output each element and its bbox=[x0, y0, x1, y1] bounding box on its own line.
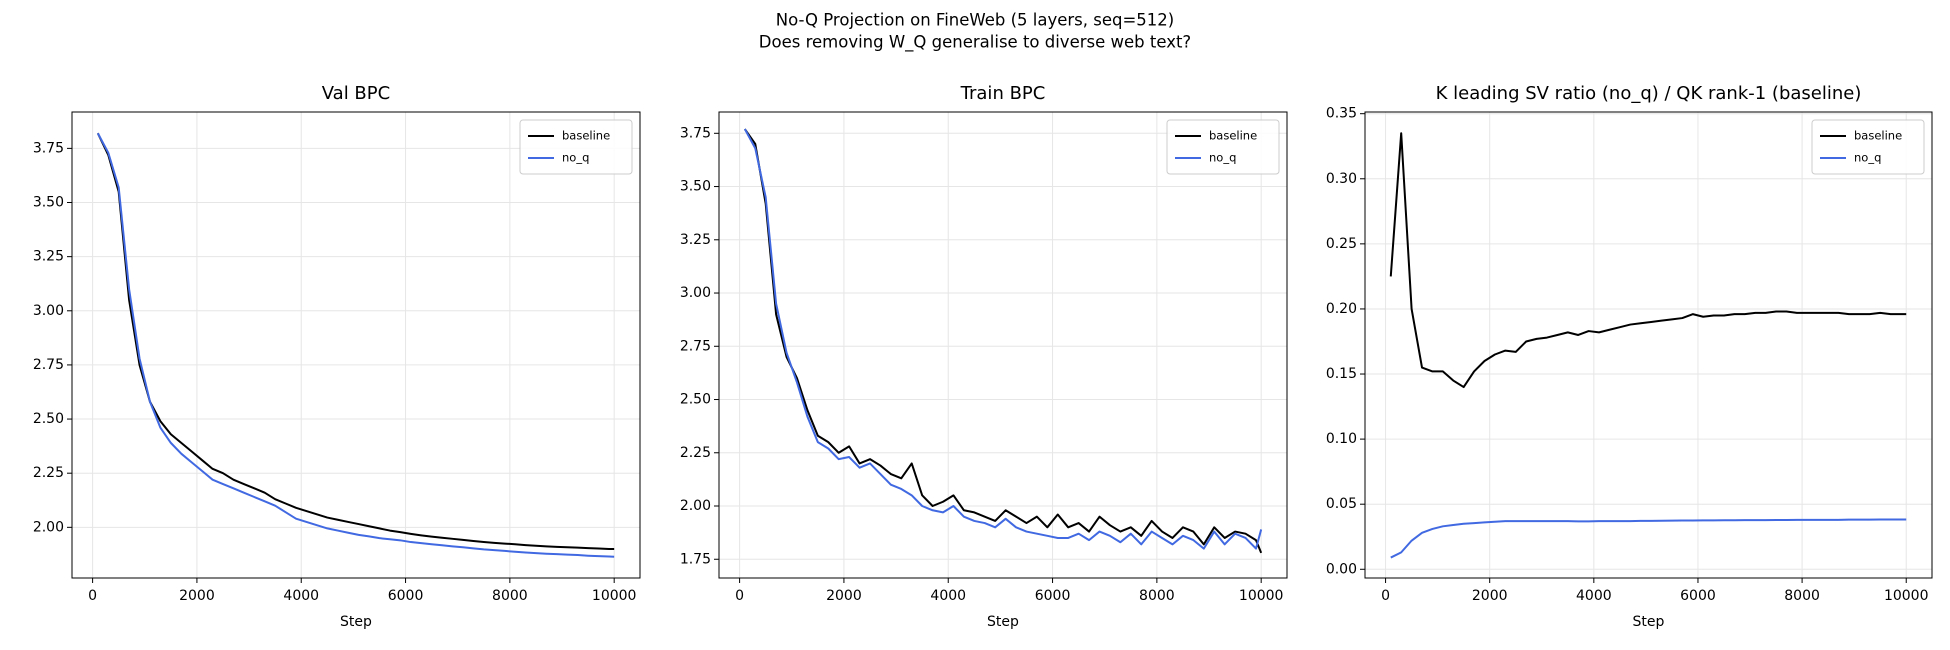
y-tick-label: 0.15 bbox=[1326, 366, 1357, 382]
y-tick-label: 3.50 bbox=[680, 179, 711, 195]
legend-label: no_q bbox=[1854, 151, 1881, 165]
series-line bbox=[744, 128, 1263, 554]
panel-title: Train BPC bbox=[960, 83, 1046, 104]
x-tick-label: 4000 bbox=[1576, 588, 1612, 604]
x-tick-label: 2000 bbox=[826, 588, 862, 604]
y-tick-label: 2.25 bbox=[680, 445, 711, 461]
panel: Train BPC 0 2000 4000 6000 8000 10000 1.75 2.00 2… bbox=[680, 83, 1288, 630]
x-tick-label: 8000 bbox=[492, 588, 528, 604]
legend-box bbox=[1166, 119, 1280, 175]
x-tick-label: 0 bbox=[735, 588, 744, 604]
x-tick-label: 4000 bbox=[283, 588, 319, 604]
y-tick-label: 0.20 bbox=[1326, 301, 1357, 317]
series-line bbox=[1390, 518, 1907, 559]
x-tick-label: 8000 bbox=[1784, 588, 1820, 604]
x-tick-label: 10000 bbox=[592, 588, 637, 604]
series-line bbox=[96, 132, 615, 550]
legend-label: baseline bbox=[562, 129, 610, 143]
x-axis-label: Step bbox=[1633, 614, 1665, 630]
x-axis-label: Step bbox=[340, 614, 372, 630]
x-tick-label: 6000 bbox=[1680, 588, 1716, 604]
y-tick-label: 3.75 bbox=[33, 140, 64, 156]
x-tick-label: 2000 bbox=[1472, 588, 1508, 604]
x-tick-label: 6000 bbox=[388, 588, 424, 604]
y-tick-label: 0.00 bbox=[1326, 561, 1357, 577]
x-tick-label: 10000 bbox=[1239, 588, 1284, 604]
y-tick-label: 3.25 bbox=[680, 232, 711, 248]
x-axis-label: Step bbox=[987, 614, 1019, 630]
y-tick-label: 1.75 bbox=[680, 551, 711, 567]
x-tick-label: 2000 bbox=[179, 588, 215, 604]
y-tick-label: 3.75 bbox=[680, 125, 711, 141]
x-tick-label: 10000 bbox=[1884, 588, 1929, 604]
figure-subtitle: Does removing W_Q generalise to diverse … bbox=[759, 33, 1191, 53]
y-tick-label: 0.05 bbox=[1326, 496, 1357, 512]
axes-frame bbox=[1364, 111, 1933, 579]
y-tick-label: 0.25 bbox=[1326, 236, 1357, 252]
x-tick-label: 4000 bbox=[930, 588, 966, 604]
y-tick-label: 2.00 bbox=[680, 498, 711, 514]
x-tick-label: 0 bbox=[88, 588, 97, 604]
legend-box bbox=[519, 119, 633, 175]
series-line bbox=[743, 128, 1263, 550]
y-tick-label: 2.25 bbox=[33, 465, 64, 481]
y-tick-label: 2.50 bbox=[33, 411, 64, 427]
legend-label: baseline bbox=[1209, 129, 1257, 143]
legend-box bbox=[1811, 119, 1925, 175]
figure-title: No-Q Projection on FineWeb (5 layers, se… bbox=[776, 11, 1175, 30]
panel: K leading SV ratio (no_q) / QK rank-1 (b… bbox=[1326, 83, 1933, 630]
series-line bbox=[1389, 132, 1907, 389]
y-tick-label: 2.75 bbox=[33, 357, 64, 373]
y-tick-label: 3.25 bbox=[33, 249, 64, 265]
panel: Val BPC 0 2000 4000 6000 8000 10000 2.00 2.25 2.5… bbox=[33, 83, 641, 630]
y-tick-label: 0.10 bbox=[1326, 431, 1357, 447]
axes-frame bbox=[718, 111, 1288, 579]
y-tick-label: 2.50 bbox=[680, 392, 711, 408]
legend-label: no_q bbox=[1209, 151, 1236, 165]
y-tick-label: 0.35 bbox=[1326, 106, 1357, 122]
y-tick-label: 2.00 bbox=[33, 519, 64, 535]
legend-label: no_q bbox=[562, 151, 589, 165]
y-tick-label: 3.00 bbox=[680, 285, 711, 301]
panel-title: K leading SV ratio (no_q) / QK rank-1 (b… bbox=[1436, 83, 1862, 104]
panel-title: Val BPC bbox=[322, 83, 390, 104]
x-tick-label: 8000 bbox=[1139, 588, 1175, 604]
y-tick-label: 3.50 bbox=[33, 195, 64, 211]
x-tick-label: 6000 bbox=[1035, 588, 1071, 604]
series-line bbox=[96, 132, 615, 558]
y-tick-label: 2.75 bbox=[680, 338, 711, 354]
y-tick-label: 3.00 bbox=[33, 303, 64, 319]
legend-label: baseline bbox=[1854, 129, 1902, 143]
x-tick-label: 0 bbox=[1381, 588, 1390, 604]
axes-frame bbox=[71, 111, 641, 579]
y-tick-label: 0.30 bbox=[1326, 171, 1357, 187]
